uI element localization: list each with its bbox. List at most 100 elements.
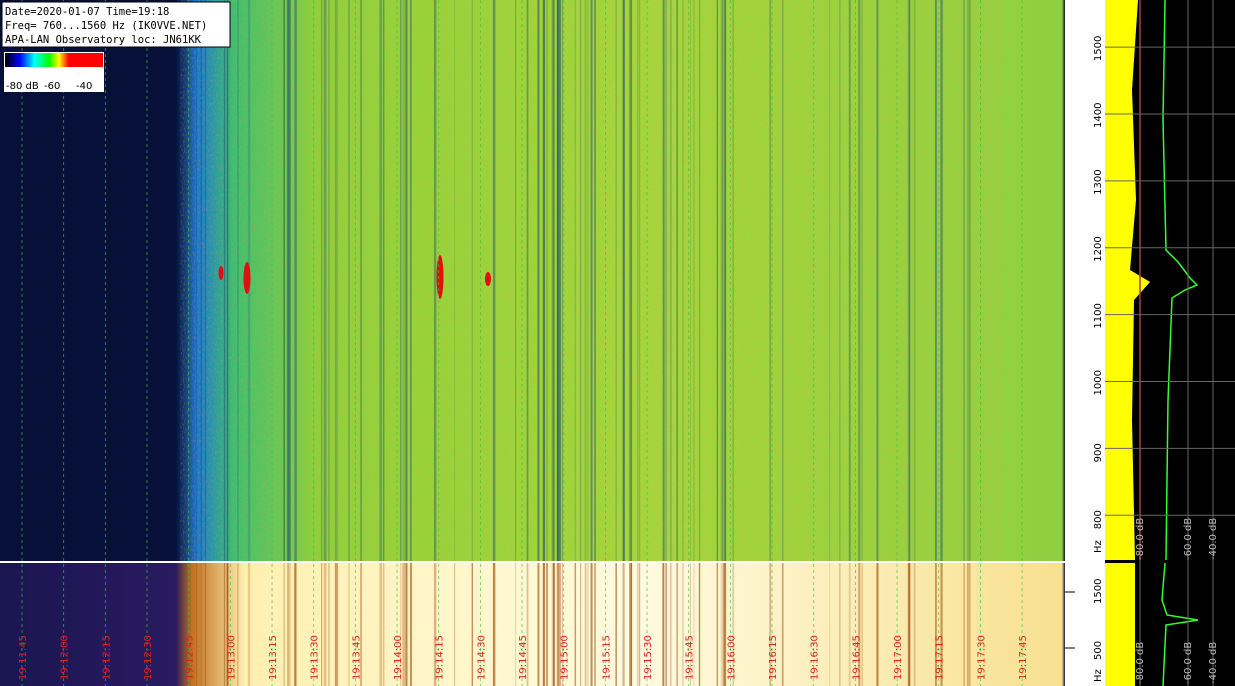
- stripe: [913, 563, 916, 686]
- stripe: [247, 563, 251, 686]
- spectrum-fill: [1105, 0, 1150, 560]
- stripe: [562, 563, 564, 686]
- freq-tick-label: 1100: [1093, 303, 1104, 328]
- stripe: [676, 0, 678, 561]
- stripe: [781, 0, 784, 561]
- overview-tick-label: 1500: [1093, 579, 1104, 604]
- time-label: 19:16:45: [851, 635, 862, 680]
- stripe: [590, 0, 593, 561]
- stripe: [334, 0, 337, 561]
- time-label: 19:13:30: [310, 635, 321, 680]
- db-label: -40.0 dB: [1208, 642, 1219, 684]
- stripe: [622, 0, 624, 561]
- stripe: [876, 563, 879, 686]
- stripe: [907, 0, 911, 561]
- freq-tick-label: 1500: [1093, 36, 1104, 61]
- stripe: [195, 0, 198, 561]
- stripe: [676, 563, 678, 686]
- stripe: [323, 563, 327, 686]
- stripe: [662, 0, 664, 561]
- stripe: [556, 563, 560, 686]
- stripe: [665, 0, 667, 561]
- stripe: [629, 563, 632, 686]
- overview: [0, 563, 1065, 686]
- stripe: [237, 0, 239, 561]
- stripe: [382, 563, 385, 686]
- stripe: [360, 563, 362, 686]
- stripe: [829, 563, 831, 686]
- stripe: [721, 0, 723, 561]
- stripe: [913, 0, 916, 561]
- time-label: 19:16:30: [810, 635, 821, 680]
- time-label: 19:17:45: [1018, 635, 1029, 680]
- stripe: [940, 563, 943, 686]
- stripe: [689, 563, 691, 686]
- stripe: [935, 563, 937, 686]
- stripe: [670, 0, 672, 561]
- stripe: [693, 563, 695, 686]
- stripe: [321, 563, 322, 686]
- stripe: [454, 0, 456, 561]
- stripe: [839, 563, 841, 686]
- stripe: [542, 0, 545, 561]
- stripe: [552, 563, 555, 686]
- overview-spectrum-fill: [1105, 563, 1135, 686]
- info-line: Freq= 760...1560 Hz (IK0VVE.NET): [5, 20, 207, 32]
- time-label: 19:12:30: [143, 635, 154, 680]
- time-label: 19:13:15: [268, 635, 279, 680]
- stripe: [584, 0, 587, 561]
- stripe: [382, 0, 385, 561]
- time-label: 19:15:15: [601, 635, 612, 680]
- stripe: [543, 563, 545, 686]
- stripe: [223, 563, 226, 686]
- stripe: [698, 563, 701, 686]
- stripe: [558, 0, 562, 561]
- stripe: [716, 0, 719, 561]
- stripe: [410, 563, 412, 686]
- stripe: [405, 563, 408, 686]
- stripe: [471, 563, 473, 686]
- stripe: [732, 563, 734, 686]
- stripe: [724, 563, 727, 686]
- stripe: [630, 0, 633, 561]
- stripe: [968, 0, 971, 561]
- stripes: [185, 0, 971, 561]
- stripe: [723, 0, 726, 561]
- stripe: [908, 563, 911, 686]
- stripe: [590, 563, 593, 686]
- stripe: [662, 563, 665, 686]
- stripe: [551, 0, 555, 561]
- stripe: [574, 0, 577, 561]
- stripe: [858, 563, 861, 686]
- stripe: [400, 0, 402, 561]
- info-box: [1, 1, 231, 48]
- stripe: [622, 0, 626, 561]
- freq-tick-label: 1300: [1093, 169, 1104, 194]
- colorbar: [5, 53, 103, 67]
- stripe: [693, 0, 695, 561]
- stripe: [322, 0, 324, 561]
- stripe: [526, 0, 529, 561]
- time-label: 19:15:45: [685, 635, 696, 680]
- stripe: [537, 0, 540, 561]
- db-label: -40.0 dB: [1208, 518, 1219, 560]
- stripe: [454, 563, 456, 686]
- stripe: [769, 563, 772, 686]
- stripe: [195, 563, 198, 686]
- stripe: [286, 563, 290, 686]
- stripe: [400, 563, 402, 686]
- stripe: [689, 0, 691, 561]
- stripe: [558, 563, 562, 686]
- stripe: [556, 563, 559, 686]
- stripe: [636, 0, 638, 561]
- overview-spectrum-line: [1161, 562, 1199, 686]
- stripe: [551, 563, 555, 686]
- time-label: 19:17:00: [893, 635, 904, 680]
- time-grid: [21, 0, 1023, 686]
- stripe: [720, 563, 722, 686]
- stripe: [721, 563, 723, 686]
- stripe: [781, 563, 784, 686]
- stripe: [580, 563, 582, 686]
- stripe: [615, 0, 617, 561]
